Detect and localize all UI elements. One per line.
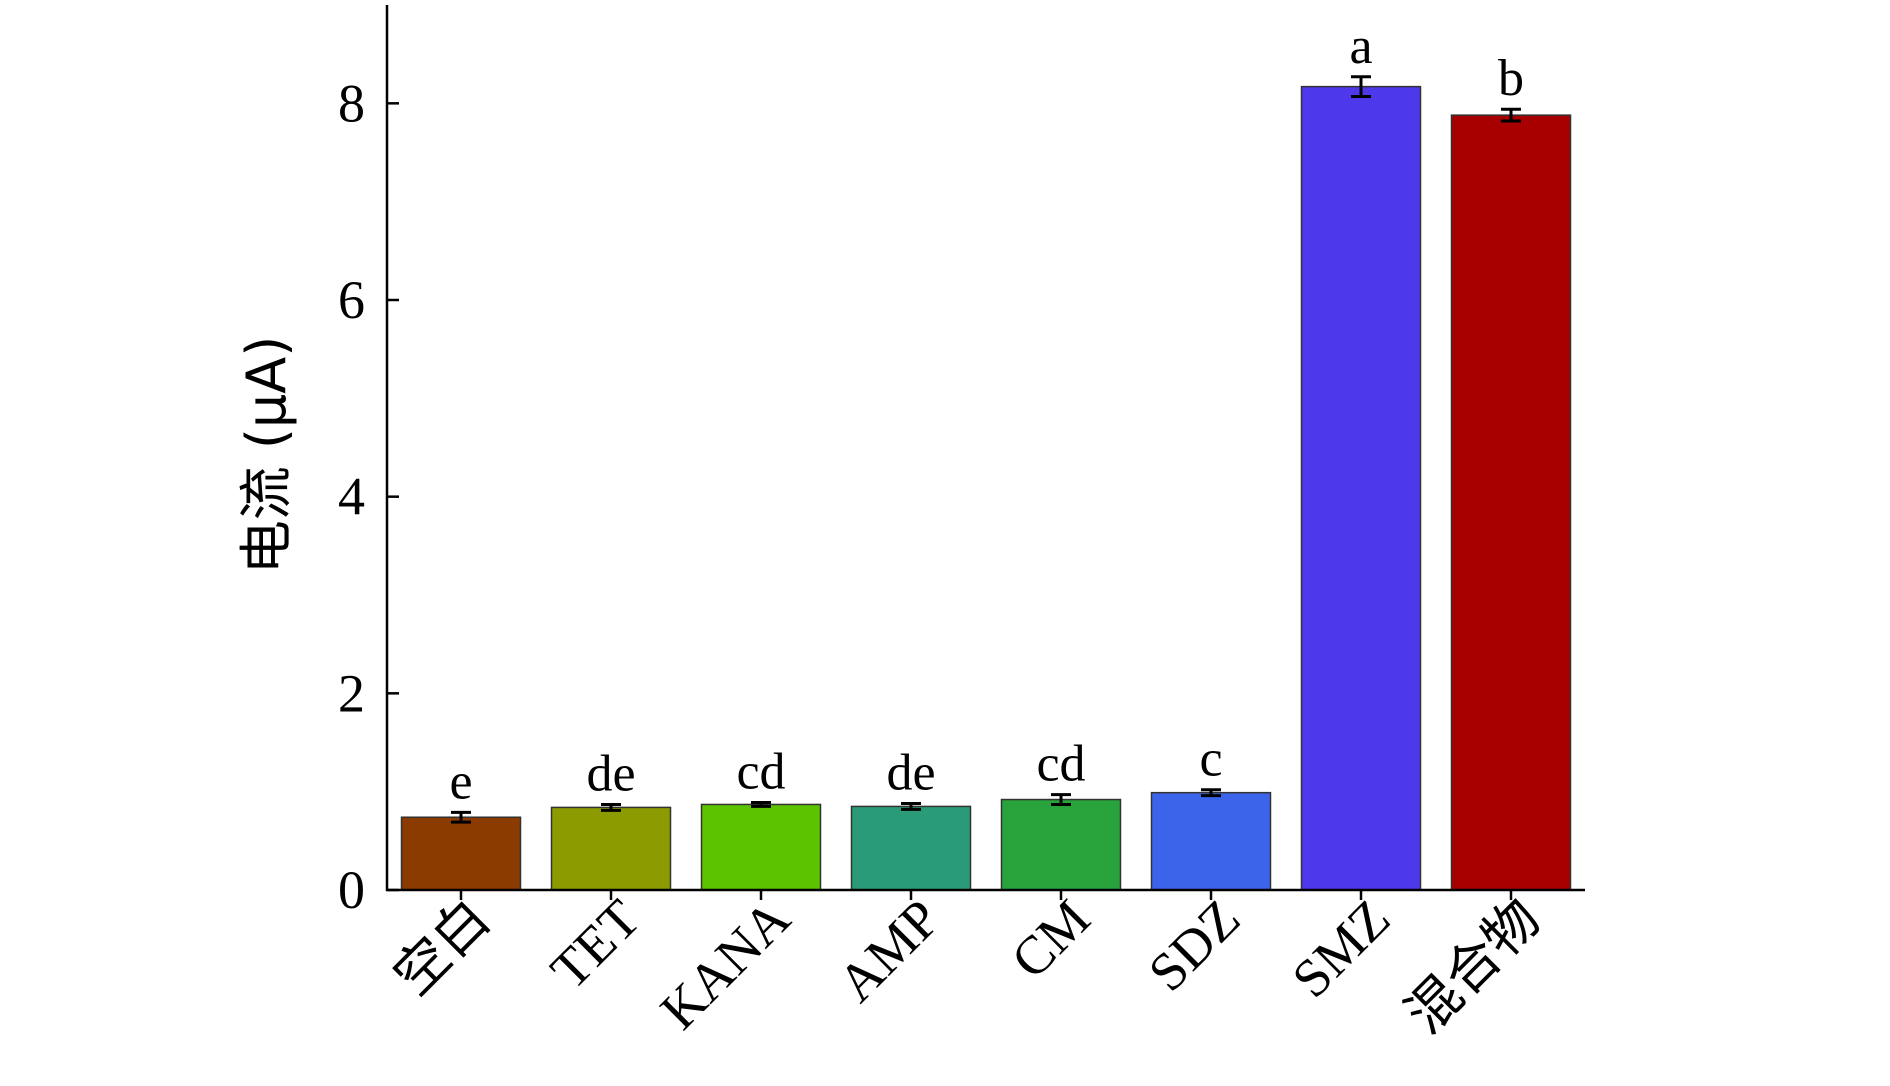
x-tick-label-1: 空白 [383,888,502,1007]
bar-4 [850,805,972,891]
x-tick-label-8: 混合物 [1395,888,1552,1045]
error-bars-layer [451,75,1521,824]
bar-6 [1150,791,1272,891]
error-bar-1 [451,810,471,824]
bar-8 [1450,114,1572,891]
error-bar-6 [1201,788,1221,798]
significance-label-5: cd [1036,736,1085,793]
error-bar-7 [1351,75,1371,98]
significance-labels-layer: e de cd de cd c a b [449,18,1524,811]
x-tick-label-6: SDZ [1137,888,1252,1003]
error-bar-8 [1501,107,1521,123]
y-ticks-layer: 0 2 4 6 8 [338,73,399,920]
significance-label-6: c [1199,731,1222,788]
significance-label-7: a [1349,18,1372,75]
x-tick-label-2: TET [539,888,651,1000]
x-tick-label-3: KANA [649,888,802,1041]
bar-1 [400,816,522,891]
bar-3 [700,803,822,891]
error-bar-3 [751,800,771,808]
x-tick-label-4: AMP [826,888,951,1013]
x-tick-label-7: SMZ [1281,888,1402,1009]
bars-layer [400,85,1572,891]
x-tick-label-5: CM [1000,888,1102,990]
y-tick-label: 8 [338,73,365,133]
y-tick-label: 4 [338,467,365,527]
significance-label-4: de [886,744,935,801]
significance-label-8: b [1498,50,1524,107]
significance-label-1: e [449,753,472,810]
error-bar-4 [901,801,921,811]
y-axis-title: 电流 (μA) [235,336,298,575]
bar-2 [550,806,672,891]
error-bar-5 [1051,793,1071,806]
y-tick-label: 0 [338,860,365,920]
y-tick-label: 2 [338,663,365,723]
bar-7 [1300,85,1422,891]
significance-label-2: de [586,745,635,802]
y-tick-label: 6 [338,270,365,330]
bar-5 [1000,798,1122,891]
significance-label-3: cd [736,743,785,800]
error-bar-2 [601,802,621,812]
axes-layer [385,5,1585,892]
